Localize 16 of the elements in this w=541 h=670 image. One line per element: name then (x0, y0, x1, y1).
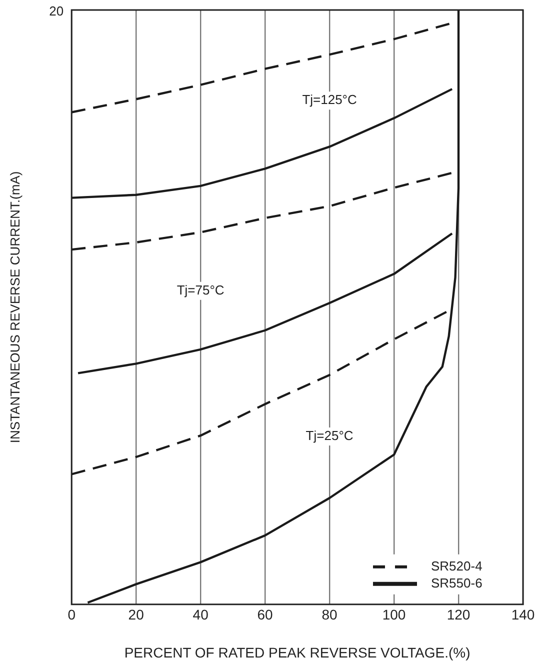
y-axis-title: INSTANTANEOUS REVERSE CURRENT.(mA) (7, 171, 22, 444)
x-tick-label: 120 (446, 606, 470, 623)
x-tick-label: 40 (192, 606, 209, 623)
x-axis-title: PERCENT OF RATED PEAK REVERSE VOLTAGE.(%) (124, 644, 470, 660)
x-tick-label: 80 (322, 606, 338, 623)
x-tick-label: 20 (128, 606, 144, 623)
x-tick-label: 0 (68, 606, 76, 623)
annotation: Tj=125°C (302, 92, 357, 108)
legend-label: SR520-4 (431, 558, 482, 574)
legend-label: SR550-6 (431, 575, 482, 590)
x-tick-label: 100 (382, 606, 406, 623)
text: 20 (49, 4, 64, 19)
annotation: Tj=75°C (176, 282, 224, 298)
x-tick-label: 140 (511, 606, 535, 623)
x-tick-label: 60 (257, 606, 274, 623)
annotation: Tj=25°C (306, 428, 354, 444)
